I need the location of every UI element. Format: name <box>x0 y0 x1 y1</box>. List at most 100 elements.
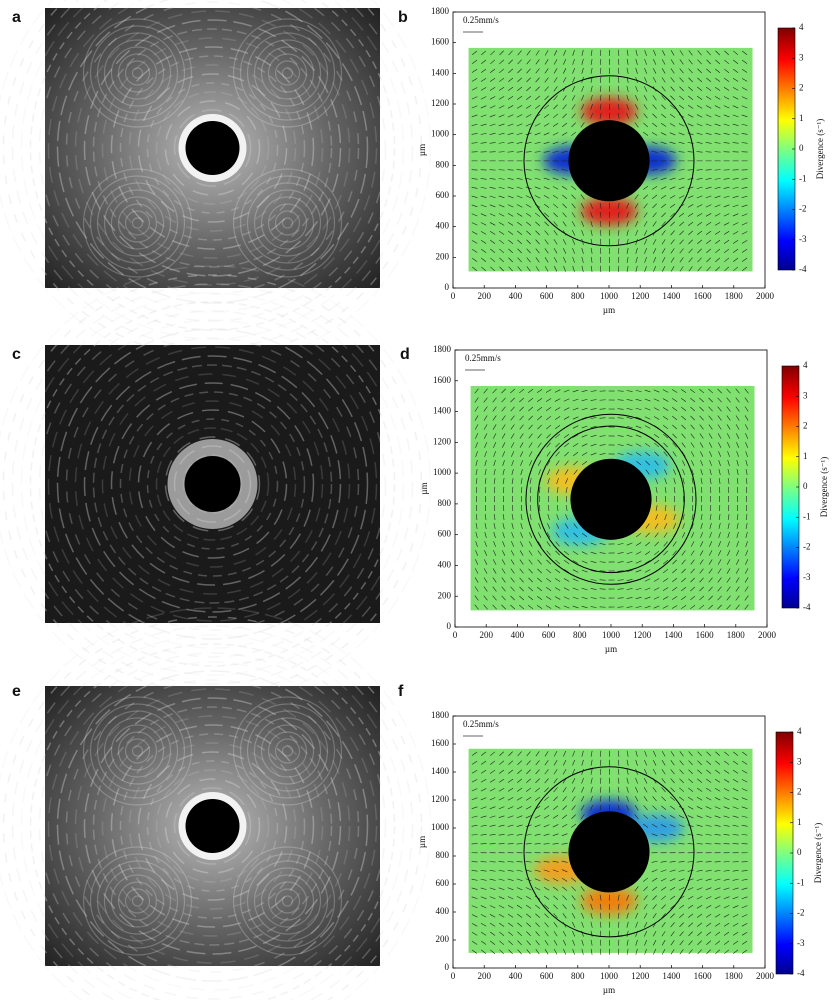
velocity-arrow <box>553 750 558 757</box>
velocity-arrow <box>581 425 588 429</box>
velocity-arrow <box>572 407 579 411</box>
velocity-arrow <box>718 514 721 521</box>
velocity-arrow <box>644 948 647 955</box>
velocity-arrow <box>484 477 487 485</box>
velocity-arrow <box>733 266 739 272</box>
velocity-arrow <box>682 532 686 538</box>
velocity-arrow <box>517 248 522 254</box>
velocity-arrow <box>552 151 559 153</box>
velocity-arrow <box>525 796 532 801</box>
velocity-arrow <box>553 257 558 263</box>
velocity-arrow <box>561 842 568 845</box>
vortex <box>274 210 301 236</box>
velocity-arrow <box>681 397 687 403</box>
velocity-arrow <box>723 887 730 890</box>
velocity-arrow <box>670 940 675 946</box>
velocity-arrow <box>600 67 602 74</box>
panel-letter: f <box>398 683 404 700</box>
velocity-arrow <box>547 514 550 520</box>
velocity-arrow <box>723 878 730 881</box>
velocity-arrow <box>626 579 633 581</box>
vortex <box>267 881 308 921</box>
velocity-arrow <box>617 94 620 101</box>
velocity-arrow <box>528 604 534 610</box>
velocity-arrow <box>493 550 497 556</box>
velocity-arrow <box>529 514 532 521</box>
velocity-arrow <box>699 442 704 448</box>
velocity-arrow <box>715 59 721 65</box>
velocity-arrow <box>484 469 487 476</box>
velocity-arrow <box>543 123 550 127</box>
streak <box>146 82 279 214</box>
x-tick-label: 1400 <box>662 971 681 981</box>
velocity-arrow <box>581 94 585 101</box>
velocity-arrow <box>714 869 721 872</box>
velocity-arrow <box>525 896 532 900</box>
velocity-arrow <box>526 239 531 245</box>
velocity-arrow <box>742 266 748 271</box>
vortex <box>239 703 336 799</box>
velocity-arrow <box>571 777 576 784</box>
velocity-arrow <box>644 605 651 609</box>
velocity-arrow <box>745 442 748 448</box>
velocity-arrow <box>741 760 748 765</box>
velocity-arrow <box>699 451 704 457</box>
velocity-arrow <box>517 931 523 937</box>
velocity-arrow <box>535 77 540 83</box>
velocity-arrow <box>687 796 694 801</box>
velocity-arrow <box>534 141 541 144</box>
velocity-arrow <box>717 442 722 448</box>
velocity-arrow <box>553 203 559 209</box>
velocity-arrow <box>663 568 669 574</box>
velocity-arrow <box>554 389 561 393</box>
velocity-arrow <box>678 195 685 199</box>
velocity-arrow <box>471 769 478 774</box>
velocity-arrow <box>537 415 543 421</box>
velocity-arrow <box>696 213 703 217</box>
velocity-arrow <box>661 104 666 110</box>
velocity-arrow <box>651 842 658 845</box>
velocity-arrow <box>516 796 523 801</box>
velocity-arrow <box>492 577 497 583</box>
velocity-arrow <box>480 222 487 226</box>
velocity-arrow <box>471 78 478 82</box>
velocity-arrow <box>662 596 669 600</box>
velocity-arrow <box>745 469 748 476</box>
velocity-arrow <box>544 760 549 766</box>
velocity-arrow <box>552 814 559 819</box>
streak <box>47 0 378 313</box>
velocity-arrow <box>517 778 523 783</box>
velocity-arrow <box>680 605 687 609</box>
velocity-arrow <box>732 834 739 836</box>
velocity-arrow <box>534 123 541 127</box>
velocity-arrow <box>544 940 549 946</box>
velocity-arrow <box>581 49 584 56</box>
streak <box>38 652 387 1000</box>
velocity-arrow <box>544 95 549 101</box>
velocity-arrow <box>581 212 585 218</box>
velocity-arrow <box>673 469 677 475</box>
velocity-arrow <box>563 407 570 411</box>
velocity-arrow <box>554 416 561 420</box>
streak <box>56 328 369 640</box>
velocity-arrow <box>490 751 496 756</box>
velocity-arrow <box>652 221 657 227</box>
velocity-arrow <box>507 896 514 900</box>
velocity-arrow <box>626 804 630 811</box>
velocity-arrow <box>508 239 514 245</box>
velocity-arrow <box>696 177 703 180</box>
velocity-arrow <box>516 806 523 810</box>
velocity-arrow <box>480 68 487 73</box>
velocity-arrow <box>552 122 559 127</box>
velocity-arrow <box>653 49 657 56</box>
velocity-arrow <box>544 212 550 218</box>
velocity-arrow <box>660 860 667 863</box>
velocity-arrow <box>726 568 731 574</box>
velocity-arrow <box>600 948 602 955</box>
velocity-arrow <box>652 886 658 891</box>
velocity-arrow <box>715 266 720 272</box>
velocity-arrow <box>545 407 552 411</box>
velocity-arrow <box>492 559 497 565</box>
velocity-arrow <box>502 478 505 485</box>
velocity-arrow <box>553 913 558 919</box>
